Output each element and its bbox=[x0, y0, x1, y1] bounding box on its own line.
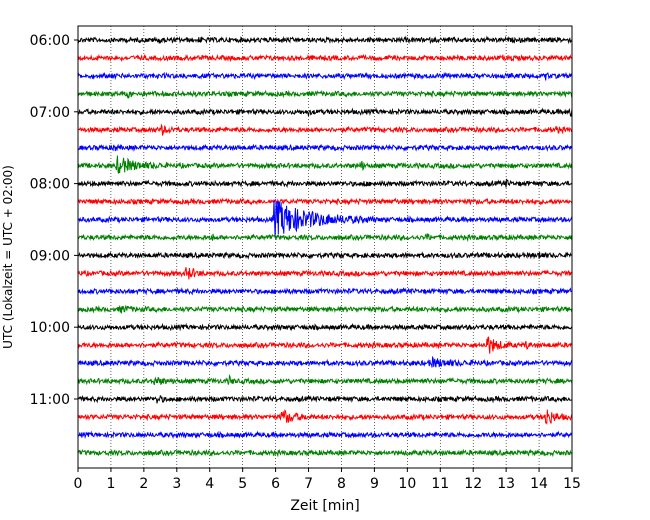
trace-1145 bbox=[77, 448, 573, 458]
trace-0745 bbox=[77, 155, 573, 174]
x-axis-label: Zeit [min] bbox=[290, 498, 359, 514]
trace-0845 bbox=[77, 233, 573, 243]
x-tick-label: 5 bbox=[238, 476, 247, 492]
y-axis-ticks: 06:00 07:00 08:00 09:00 10:00 11:00 bbox=[30, 33, 78, 408]
trace-0900 bbox=[77, 251, 573, 260]
x-tick-label: 14 bbox=[530, 476, 548, 492]
y-axis-label: UTC (Lokalzeit = UTC + 02:00) bbox=[1, 165, 15, 349]
trace-1130 bbox=[77, 430, 573, 440]
x-tick-label: 7 bbox=[304, 476, 313, 492]
x-tick-label: 2 bbox=[139, 476, 148, 492]
trace-0930 bbox=[77, 287, 573, 296]
x-tick-label: 10 bbox=[398, 476, 416, 492]
trace-0815 bbox=[77, 197, 573, 207]
seismic-traces bbox=[77, 35, 573, 458]
x-tick-label: 1 bbox=[106, 476, 115, 492]
trace-1045 bbox=[77, 374, 573, 386]
trace-0630 bbox=[77, 71, 573, 81]
trace-0730 bbox=[77, 143, 573, 153]
y-tick-label: 10:00 bbox=[30, 320, 70, 336]
x-tick-label: 0 bbox=[74, 476, 83, 492]
trace-0700 bbox=[77, 107, 573, 117]
trace-0945 bbox=[77, 304, 573, 314]
trace-1015 bbox=[77, 336, 573, 354]
x-axis-ticks: 0 1 2 3 4 5 6 7 8 9 10 11 12 13 14 15 bbox=[74, 468, 581, 492]
x-tick-label: 12 bbox=[464, 476, 482, 492]
trace-0800 bbox=[77, 178, 573, 188]
trace-0645 bbox=[77, 89, 573, 99]
trace-1030 bbox=[78, 355, 573, 368]
trace-0600 bbox=[77, 35, 573, 45]
y-tick-label: 07:00 bbox=[30, 105, 70, 121]
y-tick-label: 06:00 bbox=[30, 33, 70, 49]
y-tick-label: 11:00 bbox=[30, 392, 70, 408]
trace-0830 bbox=[77, 199, 573, 238]
x-tick-label: 6 bbox=[271, 476, 280, 492]
x-tick-label: 15 bbox=[563, 476, 581, 492]
y-tick-label: 08:00 bbox=[30, 177, 70, 193]
plot-frame bbox=[77, 25, 573, 469]
y-tick-label: 09:00 bbox=[30, 248, 70, 264]
trace-0615 bbox=[77, 53, 573, 63]
x-tick-label: 13 bbox=[497, 476, 515, 492]
x-tick-label: 4 bbox=[205, 476, 214, 492]
trace-1000 bbox=[77, 322, 573, 332]
x-tick-label: 11 bbox=[431, 476, 449, 492]
x-tick-label: 9 bbox=[370, 476, 379, 492]
trace-1100 bbox=[77, 394, 573, 404]
x-tick-label: 3 bbox=[172, 476, 181, 492]
x-tick-label: 8 bbox=[337, 476, 346, 492]
trace-1115 bbox=[77, 409, 573, 425]
trace-0915 bbox=[77, 267, 572, 280]
trace-0715 bbox=[77, 123, 573, 137]
